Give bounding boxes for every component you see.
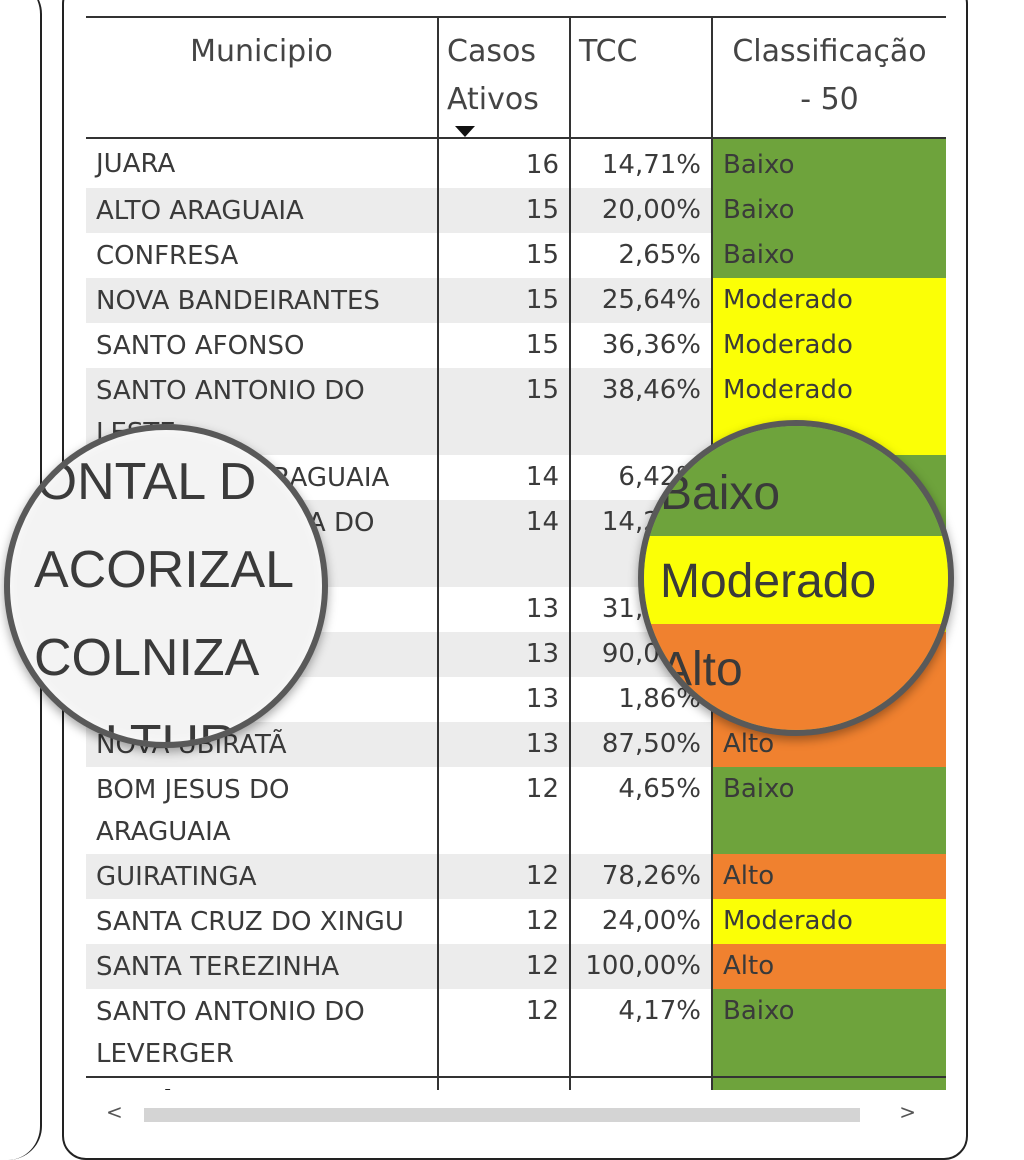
municipio-cell: SANTA TEREZINHA (86, 944, 438, 989)
header-label: Ativos (447, 82, 539, 117)
magnified-band-moderado (644, 536, 948, 624)
casos-ativos-cell: 12 (437, 767, 570, 854)
tcc-cell: 20,00% (569, 188, 712, 233)
casos-ativos-cell: 12 (437, 899, 570, 944)
magnified-text: Baixo (660, 467, 781, 520)
table-row[interactable]: SANTA TEREZINHA 12 100,00% Alto (86, 944, 946, 989)
total-casos: 231 (437, 1076, 570, 1090)
municipio-cell: SANTO AFONSO (96, 331, 305, 361)
magnified-text: Alto (660, 643, 743, 696)
tcc-cell: 4,17% (569, 989, 712, 1077)
tcc-cell: 24,00% (569, 899, 712, 944)
magnified-text: ACORIZAL (34, 541, 295, 599)
table-row[interactable]: CONFRESA 15 2,65% Baixo (86, 233, 946, 278)
tcc-cell: 2,65% (569, 233, 712, 278)
classificacao-cell: Baixo (711, 989, 946, 1077)
magnified-text: ALTURA (70, 715, 272, 748)
classificacao-cell: Baixo (711, 138, 946, 188)
classificacao-cell: Baixo (711, 188, 946, 233)
header-label: Casos (447, 34, 536, 69)
casos-ativos-cell: 13 (437, 677, 570, 722)
magnified-band-alto (644, 624, 948, 730)
table-row[interactable]: BOM JESUS DO ARAGUAIA 12 4,65% Baixo (86, 767, 946, 854)
magnified-text: Moderado (660, 555, 877, 608)
total-label: Total (86, 1076, 438, 1090)
header-label: Municipio (190, 34, 333, 69)
table-row[interactable]: SANTO ANTONIO DO LEVERGER 12 4,17% Baixo (86, 989, 946, 1077)
tcc-cell: 4,65% (569, 767, 712, 854)
tcc-cell: 100,00% (569, 944, 712, 989)
magnified-band-baixo (644, 426, 948, 536)
casos-ativos-cell: 15 (437, 233, 570, 278)
sort-desc-icon[interactable] (455, 126, 475, 137)
chevron-left-icon[interactable]: < (106, 1100, 123, 1124)
total-classificacao: Baixo (711, 1076, 946, 1090)
horizontal-scrollbar[interactable]: < > (96, 1100, 926, 1126)
municipio-cell: ALTO ARAGUAIA (86, 188, 438, 233)
total-row: Total 231 12,08% Baixo (86, 1076, 946, 1090)
magnifier-municipio: PONTAL D ACORIZAL COLNIZA ALTURA (4, 424, 328, 748)
municipio-cell: GUIRATINGA (86, 854, 438, 899)
column-header-municipio[interactable]: Municipio (86, 16, 438, 139)
casos-ativos-cell: 16 (437, 138, 570, 188)
total-tcc: 12,08% (569, 1076, 712, 1090)
municipio-cell: CONFRESA (96, 241, 239, 271)
casos-ativos-cell: 12 (437, 989, 570, 1077)
column-header-classificacao[interactable]: Classificação - 50 (711, 16, 946, 139)
classificacao-cell: Moderado (711, 323, 946, 368)
classificacao-cell: Alto (711, 854, 946, 899)
casos-ativos-cell: 13 (437, 632, 570, 677)
municipio-cell: SANTO ANTONIO DO LEVERGER (96, 997, 365, 1069)
casos-ativos-cell: 15 (437, 368, 570, 455)
table-row[interactable]: SANTA CRUZ DO XINGU 12 24,00% Moderado (86, 899, 946, 944)
casos-ativos-cell: 12 (437, 854, 570, 899)
casos-ativos-cell: 15 (437, 278, 570, 323)
casos-ativos-cell: 14 (437, 455, 570, 500)
tcc-cell: 25,64% (569, 278, 712, 323)
classificacao-cell: Moderado (711, 278, 946, 323)
classificacao-cell: Moderado (711, 899, 946, 944)
header-label: TCC (579, 34, 638, 69)
tcc-cell: 14,71% (569, 138, 712, 188)
magnified-text: COLNIZA (34, 629, 260, 687)
tcc-cell: 78,26% (569, 854, 712, 899)
header-row: Municipio Casos Ativos TCC Classificação… (86, 16, 946, 139)
scrollbar-thumb[interactable] (144, 1108, 860, 1122)
municipio-cell: SANTA CRUZ DO XINGU (96, 907, 404, 937)
table-row[interactable]: NOVA BANDEIRANTES 15 25,64% Moderado (86, 278, 946, 323)
table-row[interactable]: SANTO AFONSO 15 36,36% Moderado (86, 323, 946, 368)
classificacao-cell: Alto (711, 944, 946, 989)
casos-ativos-cell: 12 (437, 944, 570, 989)
casos-ativos-cell: 13 (437, 722, 570, 767)
classificacao-cell: Baixo (711, 767, 946, 854)
classificacao-cell: Baixo (711, 233, 946, 278)
table-row[interactable]: GUIRATINGA 12 78,26% Alto (86, 854, 946, 899)
column-header-tcc[interactable]: TCC (569, 16, 712, 139)
header-label: - 50 (800, 82, 859, 117)
header-label: Classificação (732, 34, 927, 69)
casos-ativos-cell: 15 (437, 323, 570, 368)
tcc-cell: 36,36% (569, 323, 712, 368)
casos-ativos-cell: 15 (437, 188, 570, 233)
magnified-text: PONTAL D (4, 453, 257, 511)
casos-ativos-cell: 14 (437, 500, 570, 587)
table-row[interactable]: JUARA 16 14,71% Baixo (86, 138, 946, 188)
column-header-casos-ativos[interactable]: Casos Ativos (437, 16, 570, 139)
municipio-cell: NOVA BANDEIRANTES (86, 278, 438, 323)
table-row[interactable]: ALTO ARAGUAIA 15 20,00% Baixo (86, 188, 946, 233)
municipio-cell: JUARA (96, 149, 176, 179)
magnifier-classificacao: Baixo Moderado Alto (638, 420, 954, 736)
casos-ativos-cell: 13 (437, 587, 570, 632)
chevron-right-icon[interactable]: > (899, 1100, 916, 1124)
municipio-cell: BOM JESUS DO ARAGUAIA (96, 775, 290, 847)
